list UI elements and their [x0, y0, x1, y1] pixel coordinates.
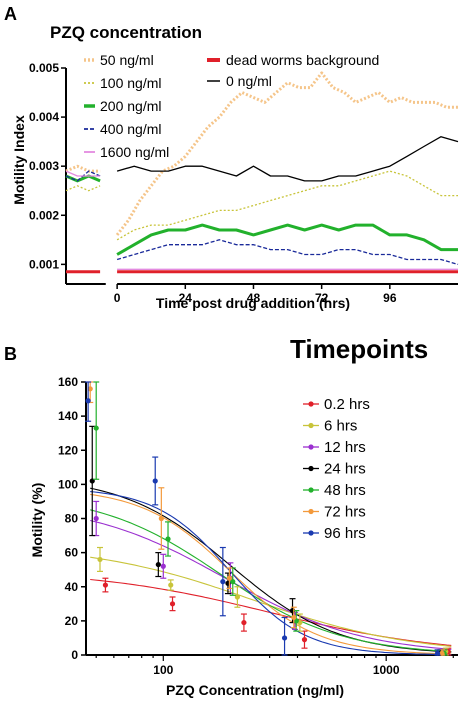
panel-b-fit-curves — [90, 487, 452, 656]
series-line-200-ng-ml — [116, 223, 458, 256]
data-point — [169, 601, 176, 607]
panel-b-points — [85, 381, 452, 656]
data-point — [158, 515, 164, 522]
panel-a-letter: A — [4, 4, 17, 24]
data-point — [85, 398, 91, 404]
legend-b-marker — [308, 465, 314, 472]
panel-a-x-tick-label: 0 — [114, 291, 121, 305]
panel-b-y-tick-label: 80 — [65, 512, 79, 526]
legend-b-label: 96 hrs — [324, 525, 366, 542]
fit-curve-96-hrs — [90, 491, 452, 656]
legend-b-label: 12 hrs — [324, 439, 366, 456]
panel-a-chart: 0.001 0.002 0.003 0.004 0.005 0 24 48 72 96 PZQ c… — [11, 23, 459, 311]
panel-b-x-tick-label: 1000 — [373, 663, 400, 677]
data-point — [241, 619, 247, 626]
fit-curve-12-hrs — [90, 519, 452, 650]
panel-b-y-tick-label: 0 — [71, 648, 78, 662]
legend-a-label: dead worms background — [226, 52, 379, 68]
panel-b-y-tick-label: 120 — [58, 443, 78, 457]
panel-a-legend: 50 ng/ml 100 ng/ml 200 ng/ml 400 ng/ml 1600 … — [84, 52, 379, 160]
fit-curve-72-hrs — [90, 493, 452, 655]
panel-a-y-tick-label: 0.004 — [29, 110, 59, 124]
panel-b-axes: 0 20 40 60 80 100 120 140 160 100 1000 — [58, 375, 458, 677]
series-line-pre-50-ng-ml — [65, 164, 101, 173]
legend-a-label: 100 ng/ml — [100, 75, 161, 91]
panel-a-y-tick-label: 0.003 — [29, 159, 59, 173]
legend-b-label: 24 hrs — [324, 461, 366, 478]
data-point — [168, 582, 174, 588]
panel-a-x-tick-label: 96 — [383, 291, 397, 305]
panel-a-axes: 0.001 0.002 0.003 0.004 0.005 0 24 48 72 96 — [29, 61, 458, 305]
panel-b-y-tick-label: 60 — [65, 546, 79, 560]
data-point — [102, 582, 109, 588]
data-point — [93, 515, 99, 522]
legend-a-label: 1600 ng/ml — [100, 144, 169, 160]
panel-a-ylabel: Motility Index — [11, 115, 27, 205]
legend-b-marker — [308, 487, 314, 493]
fit-curve-24-hrs — [90, 487, 452, 653]
series-line-100-ng-ml — [116, 170, 458, 241]
legend-b-label: 48 hrs — [324, 482, 366, 499]
panel-b-y-tick-label: 160 — [58, 375, 78, 389]
panel-a-x-tick-label: 48 — [247, 291, 261, 305]
panel-b-x-tick-label: 100 — [153, 663, 173, 677]
series-line-pre-1600-ng-ml — [65, 170, 101, 177]
data-point — [93, 425, 99, 431]
data-point — [152, 478, 158, 484]
legend-b-marker — [308, 401, 314, 407]
legend-b-marker — [308, 508, 314, 515]
data-point — [439, 650, 445, 656]
panel-b-title: Timepoints — [290, 334, 428, 364]
legend-b-marker — [308, 444, 314, 450]
panel-a-x-tick-label: 24 — [179, 291, 193, 305]
series-line-0-ng-ml — [116, 136, 459, 182]
legend-b-label: 0.2 hrs — [324, 396, 370, 413]
legend-a-label: 400 ng/ml — [100, 121, 161, 137]
legend-b-marker — [308, 530, 314, 536]
data-point — [230, 579, 236, 585]
panel-b-xlabel: PZQ Concentration (ng/ml) — [166, 682, 344, 698]
series-line-pre-100-ng-ml — [65, 185, 101, 192]
panel-b-legend: 0.2 hrs 6 hrs 12 hrs 24 hrs 48 hrs 72 hrs 96 h… — [303, 396, 370, 542]
legend-a-label: 0 ng/ml — [226, 73, 272, 89]
legend-b-label: 6 hrs — [324, 418, 357, 435]
data-point — [97, 556, 103, 563]
data-point — [291, 614, 297, 621]
data-point — [226, 575, 233, 581]
panel-b-y-tick-label: 100 — [58, 477, 78, 491]
legend-b-marker — [308, 422, 314, 429]
series-line-400-ng-ml — [116, 239, 459, 266]
fit-curve-6-hrs — [90, 556, 452, 647]
data-point — [281, 635, 288, 641]
legend-a-label: 50 ng/ml — [100, 52, 154, 68]
panel-a-title: PZQ concentration — [50, 23, 202, 42]
data-point — [234, 594, 240, 600]
data-point — [220, 579, 226, 585]
panel-b-y-tick-label: 40 — [65, 580, 79, 594]
panel-a-x-tick-label: 72 — [315, 291, 329, 305]
fit-curve-48-hrs — [90, 509, 452, 653]
panel-a-y-tick-label: 0.005 — [29, 61, 59, 75]
panel-b-y-tick-label: 140 — [58, 409, 78, 423]
legend-a-label: 200 ng/ml — [100, 98, 161, 114]
panel-b-y-tick-label: 20 — [65, 614, 79, 628]
panel-a-series — [65, 71, 459, 274]
data-point — [434, 650, 441, 656]
legend-b-label: 72 hrs — [324, 504, 366, 521]
data-point — [301, 637, 308, 643]
panel-b-letter: B — [4, 344, 17, 364]
panel-a-xlabel: Time post drug addition (hrs) — [156, 295, 350, 311]
data-point — [155, 561, 161, 568]
data-point — [87, 386, 93, 392]
data-point — [165, 536, 171, 542]
panel-b-ylabel: Motility (%) — [29, 483, 45, 558]
data-point — [160, 563, 166, 569]
panel-a-y-tick-label: 0.001 — [29, 257, 59, 271]
panel-a-y-tick-label: 0.002 — [29, 208, 59, 222]
